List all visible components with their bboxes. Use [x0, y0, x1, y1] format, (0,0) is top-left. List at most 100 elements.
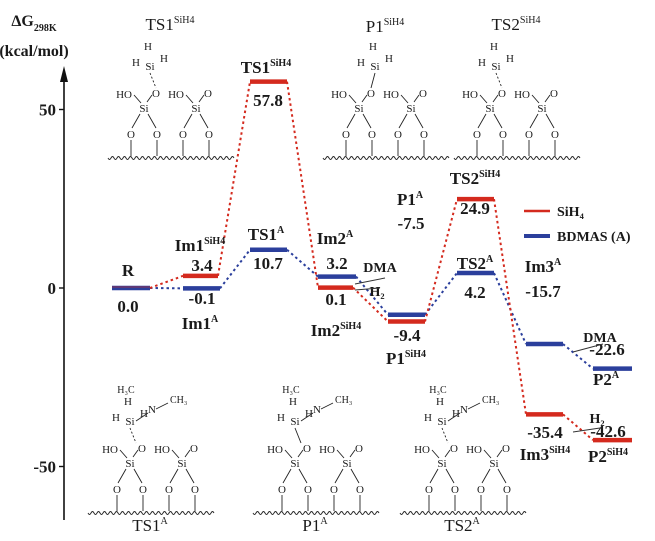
byproduct-label: DMA — [363, 261, 397, 276]
svg-text:Si: Si — [125, 458, 134, 470]
svg-text:O: O — [420, 129, 428, 141]
svg-text:O: O — [473, 129, 481, 141]
connector-sih4 — [287, 82, 318, 288]
legend-label-bdmas: BDMAS (A) — [557, 230, 631, 245]
svg-text:O: O — [127, 129, 135, 141]
svg-text:O: O — [153, 129, 161, 141]
svg-text:Si: Si — [491, 61, 500, 73]
level-value-P1SiH4: -9.4 — [394, 326, 421, 345]
structure-title: P1SiH4 — [366, 17, 405, 36]
svg-text:H: H — [132, 57, 140, 69]
y-axis-arrow — [60, 66, 68, 82]
svg-text:Si: Si — [125, 416, 134, 428]
svg-text:H: H — [385, 53, 393, 65]
svg-text:O: O — [278, 484, 286, 496]
surface-line — [88, 512, 214, 515]
level-value-Im3SiH4: -35.4 — [527, 423, 563, 442]
svg-text:Si: Si — [485, 103, 494, 115]
svg-text:H: H — [506, 53, 514, 65]
svg-text:CH₃: CH₃ — [482, 395, 499, 406]
level-value-Im1A: -0.1 — [189, 289, 216, 308]
svg-text:H: H — [369, 41, 377, 53]
svg-text:O: O — [191, 484, 199, 496]
level-name-P2A: P2A — [593, 370, 620, 389]
svg-text:O: O — [303, 443, 311, 455]
svg-text:O: O — [179, 129, 187, 141]
level-value-R: 0.0 — [117, 297, 138, 316]
level-value-Im3A: -15.7 — [525, 282, 561, 301]
svg-text:O: O — [165, 484, 173, 496]
svg-text:Si: Si — [406, 103, 415, 115]
svg-text:N: N — [148, 404, 156, 416]
level-value-TS2SiH4: 24.9 — [460, 199, 490, 218]
legend-label-sih4: SiH₄ — [557, 205, 585, 220]
svg-text:O: O — [394, 129, 402, 141]
level-name-TS2A: TS2A — [457, 254, 494, 273]
connector-bdmas — [425, 273, 457, 315]
surface-line — [400, 512, 526, 515]
svg-text:O: O — [551, 129, 559, 141]
svg-text:H₃C: H₃C — [117, 385, 135, 396]
y-tick-label: -50 — [33, 458, 56, 477]
level-name-Im1SiH4: Im1SiH4 — [175, 236, 225, 255]
level-name-Im3A: Im3A — [525, 257, 562, 276]
svg-text:O: O — [304, 484, 312, 496]
structure-title: TS2A — [444, 516, 480, 535]
level-value-P1A: -7.5 — [398, 214, 425, 233]
svg-text:H: H — [490, 41, 498, 53]
structure-title: TS2SiH4 — [492, 15, 541, 34]
svg-text:H: H — [424, 412, 432, 424]
svg-text:HO: HO — [414, 444, 430, 456]
y-axis-title: ΔG298K — [11, 13, 56, 34]
surface-line — [323, 157, 449, 160]
svg-text:Si: Si — [290, 458, 299, 470]
structure-title: P1A — [302, 516, 328, 535]
svg-text:O: O — [113, 484, 121, 496]
connector-sih4 — [425, 199, 457, 321]
svg-text:HO: HO — [383, 89, 399, 101]
svg-text:Si: Si — [489, 458, 498, 470]
level-name-P2SiH4: P2SiH4 — [588, 447, 628, 466]
svg-text:Si: Si — [354, 103, 363, 115]
svg-text:HO: HO — [116, 89, 132, 101]
svg-text:HO: HO — [462, 89, 478, 101]
connector-sih4 — [150, 276, 183, 288]
svg-text:HO: HO — [331, 89, 347, 101]
svg-text:O: O — [450, 443, 458, 455]
level-name-R: R — [122, 261, 135, 280]
svg-text:Si: Si — [370, 61, 379, 73]
svg-text:H₃C: H₃C — [429, 385, 447, 396]
svg-text:H: H — [112, 412, 120, 424]
connector-bdmas — [220, 250, 250, 289]
svg-text:CH₃: CH₃ — [170, 395, 187, 406]
svg-text:HO: HO — [168, 89, 184, 101]
level-name-Im1A: Im1A — [182, 314, 219, 333]
svg-text:O: O — [477, 484, 485, 496]
svg-text:O: O — [368, 129, 376, 141]
svg-text:O: O — [550, 88, 558, 100]
svg-text:HO: HO — [319, 444, 335, 456]
level-value-TS1A: 10.7 — [253, 254, 283, 273]
level-name-P1A: P1A — [397, 190, 424, 209]
svg-text:CH₃: CH₃ — [335, 395, 352, 406]
svg-text:Si: Si — [177, 458, 186, 470]
level-value-Im1SiH4: 3.4 — [191, 256, 213, 275]
byproduct-label: H₂ — [589, 412, 604, 427]
level-name-Im2A: Im2A — [317, 229, 354, 248]
svg-text:O: O — [190, 443, 198, 455]
svg-text:O: O — [342, 129, 350, 141]
svg-text:H: H — [160, 53, 168, 65]
byproduct-label: H₂ — [369, 285, 384, 300]
svg-text:O: O — [356, 484, 364, 496]
svg-text:O: O — [451, 484, 459, 496]
svg-text:O: O — [419, 88, 427, 100]
svg-text:H: H — [436, 396, 444, 408]
svg-text:O: O — [330, 484, 338, 496]
connector-sih4 — [494, 199, 526, 414]
svg-text:O: O — [152, 88, 160, 100]
svg-text:H: H — [277, 412, 285, 424]
